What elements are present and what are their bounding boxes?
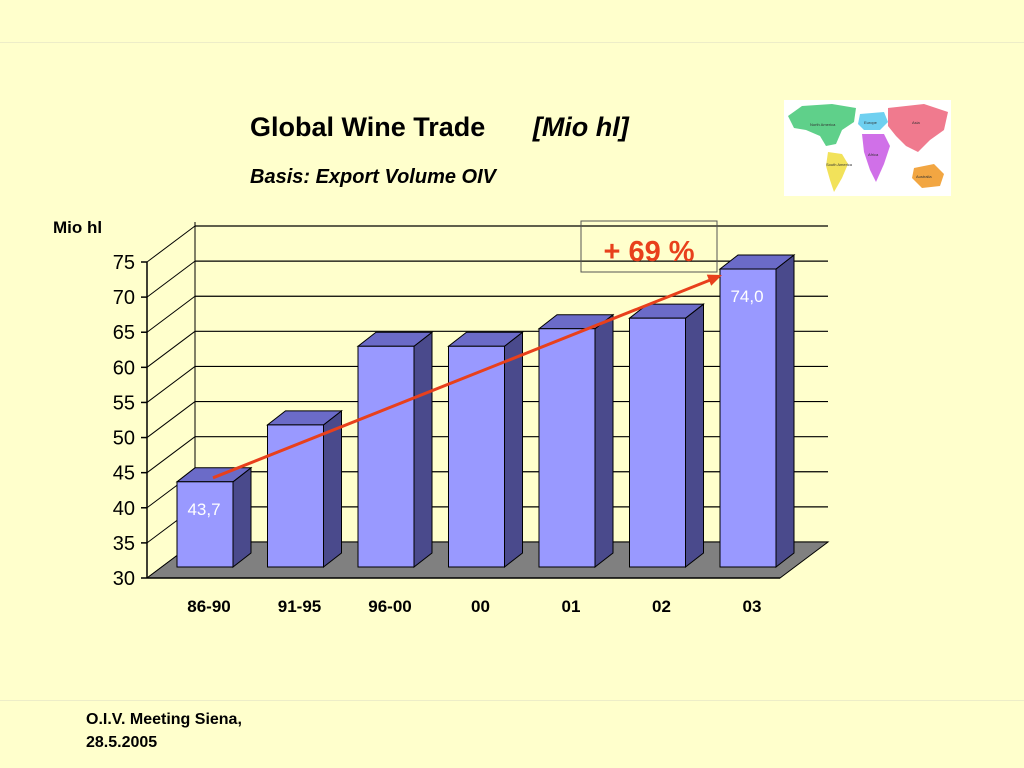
south-america-shape <box>826 152 848 192</box>
europe-shape <box>858 112 888 130</box>
y-tick-label-2: 40 <box>113 498 135 520</box>
x-tick-label-3: 00 <box>471 597 490 616</box>
north-america-shape <box>788 104 856 146</box>
trend-arrow-line <box>212 277 715 480</box>
y-tick-label-7: 65 <box>113 322 135 344</box>
bottom-divider <box>0 700 1024 701</box>
growth-annotation-box <box>580 220 718 273</box>
asia-shape <box>888 104 948 152</box>
footer-line-2: 28.5.2005 <box>86 734 158 751</box>
x-tick-label-1: 91-95 <box>278 597 321 616</box>
wall-diagonal-4 <box>146 401 196 438</box>
y-tick-label-8: 70 <box>113 287 135 309</box>
y-axis-label: Mio hl <box>53 218 102 237</box>
trend-arrow-head <box>706 274 722 286</box>
footer-line-1: O.I.V. Meeting Siena, <box>86 711 242 728</box>
world-map-image: North America Europe Asia Africa South A… <box>784 100 951 196</box>
wall-diagonal-9 <box>146 225 196 263</box>
y-tick-label-0: 30 <box>113 568 135 590</box>
map-label-north-america: North America <box>810 122 836 127</box>
title-text: Global Wine Trade <box>250 112 486 142</box>
bar-side-3 <box>504 331 523 569</box>
y-tick-label-9: 75 <box>113 252 135 274</box>
x-tick-label-0: 86-90 <box>187 597 230 616</box>
title-unit: [Mio hl] <box>532 112 629 142</box>
africa-shape <box>862 134 890 182</box>
map-label-south-america: South America <box>826 162 853 167</box>
x-tick-label-6: 03 <box>743 597 762 616</box>
wall-diagonal-5 <box>146 366 196 403</box>
bar-1 <box>267 424 324 568</box>
bar-side-6 <box>775 253 795 569</box>
y-tick-label-3: 45 <box>113 463 135 485</box>
growth-annotation-text: + 69 % <box>603 236 694 268</box>
australia-shape <box>912 164 944 188</box>
footer: O.I.V. Meeting Siena, 28.5.2005 <box>86 708 242 754</box>
bar-5 <box>629 317 686 568</box>
chart-subtitle: Basis: Export Volume OIV <box>250 166 496 188</box>
wall-diagonal-3 <box>146 436 196 474</box>
bar-side-4 <box>594 313 614 569</box>
wall-diagonal-6 <box>146 330 196 368</box>
data-label-0: 43,7 <box>187 500 220 519</box>
bar-0 <box>176 481 234 568</box>
bar-6 <box>719 268 777 568</box>
map-label-asia: Asia <box>912 120 921 125</box>
data-label-1: 74,0 <box>730 287 763 306</box>
map-label-europe: Europe <box>864 120 878 125</box>
map-label-africa: Africa <box>868 152 879 157</box>
bar-4 <box>538 328 596 568</box>
x-tick-label-4: 01 <box>562 597 581 616</box>
bar-2 <box>357 345 415 568</box>
bar-3 <box>448 345 505 568</box>
x-tick-label-5: 02 <box>652 597 671 616</box>
chart-title: Global Wine Trade [Mio hl] <box>250 112 629 143</box>
map-label-australia: Australia <box>916 174 932 179</box>
bar-side-5 <box>685 303 704 569</box>
top-divider <box>0 42 1024 43</box>
wall-diagonal-7 <box>146 295 196 333</box>
y-tick-label-4: 50 <box>113 428 135 450</box>
y-tick-label-6: 60 <box>113 357 135 379</box>
wall-diagonal-8 <box>146 260 196 298</box>
bar-side-0 <box>232 466 252 569</box>
y-tick-label-5: 55 <box>113 392 135 414</box>
bar-side-2 <box>413 331 433 569</box>
y-tick-label-1: 35 <box>113 533 135 555</box>
x-tick-label-2: 96-00 <box>368 597 411 616</box>
